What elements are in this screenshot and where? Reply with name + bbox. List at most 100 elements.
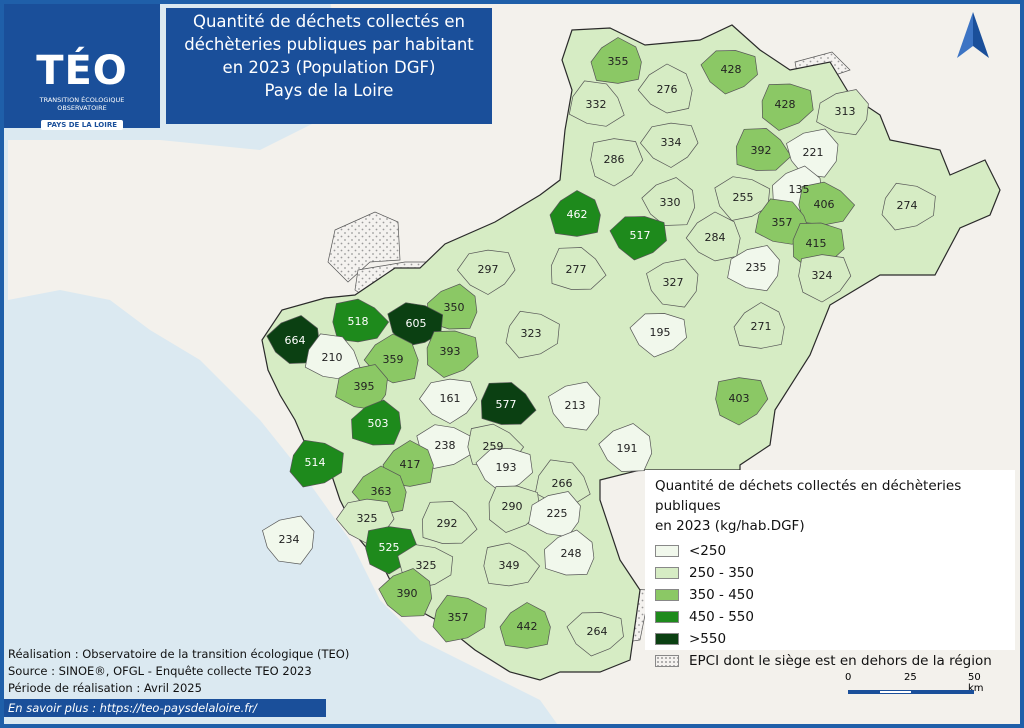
epci-value-label: 357	[772, 216, 793, 229]
epci-polygon	[590, 37, 642, 84]
epci-value-label: 277	[566, 263, 587, 276]
epci-value-label: 503	[368, 417, 389, 430]
epci-value-label: 355	[608, 55, 629, 68]
epci-polygon	[714, 176, 771, 221]
epci-value-label: 286	[604, 153, 625, 166]
logo-sub-1: TRANSITION ÉCOLOGIQUE	[39, 96, 125, 104]
epci-polygon	[544, 529, 595, 576]
epci-polygon	[629, 313, 687, 358]
epci-value-label: 274	[897, 199, 918, 212]
epci-polygon	[549, 190, 601, 237]
epci-polygon	[566, 612, 624, 657]
epci-polygon	[715, 377, 769, 426]
scale-label-0: 0	[845, 672, 852, 683]
title-line-4: Pays de la Loire	[264, 81, 394, 100]
scale-label-50: 50 km	[968, 672, 984, 694]
epci-value-label: 297	[478, 263, 499, 276]
epci-value-label: 213	[565, 399, 586, 412]
epci-polygon	[798, 181, 856, 226]
epci-polygon	[418, 378, 478, 424]
legend-row: 350 - 450	[655, 584, 1005, 606]
logo-sub-2: OBSERVATOIRE	[57, 104, 107, 112]
epci-polygon	[735, 128, 792, 171]
epci-value-labels: 355 428 332 276 428 313 334 392 221 286 135 255 406 3…	[279, 55, 918, 638]
epci-polygons	[262, 37, 936, 657]
epci-value-label: 193	[496, 461, 517, 474]
epci-polygon	[550, 247, 607, 290]
scale-bar: 0 25 50 km	[836, 672, 996, 712]
epci-value-label: 350	[444, 301, 465, 314]
epci-value-label: 517	[630, 229, 651, 242]
legend-label: >550	[689, 631, 727, 647]
epci-polygon	[881, 182, 936, 231]
epci-value-label: 191	[617, 442, 638, 455]
more-info-link[interactable]: En savoir plus : https://teo-paysdelaloi…	[4, 699, 326, 717]
epci-value-label: 276	[657, 83, 678, 96]
epci-value-label: 325	[416, 559, 437, 572]
logo-word: TÉO	[36, 48, 128, 94]
map-title: Quantité de déchets collectés en déchète…	[166, 8, 492, 124]
credit-source: Source : SINOE®, OFGL - Enquête collecte…	[8, 664, 312, 678]
epci-value-label: 234	[279, 533, 300, 546]
epci-value-label: 577	[496, 398, 517, 411]
epci-value-label: 605	[406, 317, 427, 330]
title-line-2: déchèteries publiques par habitant	[184, 35, 474, 54]
epci-polygon	[289, 439, 344, 488]
epci-value-label: 357	[448, 611, 469, 624]
epci-polygon	[700, 50, 758, 95]
legend-label: 450 - 550	[689, 609, 754, 625]
epci-polygon	[488, 485, 541, 533]
title-line-3: en 2023 (Population DGF)	[222, 58, 436, 77]
epci-polygon	[499, 602, 551, 649]
epci-polygon	[266, 315, 321, 364]
epci-polygon	[548, 381, 601, 431]
epci-polygon	[590, 138, 644, 187]
epci-polygon	[505, 310, 560, 359]
epci-value-label: 525	[379, 541, 400, 554]
epci-polygon	[816, 89, 869, 136]
epci-value-label: 235	[746, 261, 767, 274]
epci-value-label: 462	[567, 208, 588, 221]
epci-polygon	[387, 302, 444, 347]
epci-value-label: 210	[322, 351, 343, 364]
epci-value-label: 363	[371, 485, 392, 498]
epci-value-label: 264	[587, 625, 608, 638]
legend-swatch	[655, 611, 679, 623]
credit-author: Réalisation : Observatoire de la transit…	[8, 647, 350, 661]
logo-subtitle: TRANSITION ÉCOLOGIQUE OBSERVATOIRE	[4, 96, 160, 112]
legend-title-2: en 2023 (kg/hab.DGF)	[655, 518, 805, 534]
epci-polygon	[733, 302, 785, 349]
epci-polygon	[351, 399, 402, 446]
epci-value-label: 259	[483, 440, 504, 453]
epci-polygon	[685, 211, 741, 262]
epci-polygon	[598, 423, 653, 472]
scale-bar-graphic	[848, 690, 974, 694]
epci-value-label: 332	[586, 98, 607, 111]
epci-polygon	[262, 515, 315, 565]
epci-value-label: 334	[661, 136, 682, 149]
epci-polygon	[456, 249, 516, 295]
epci-value-label: 266	[552, 477, 573, 490]
epci-polygon	[761, 83, 814, 131]
epci-value-label: 325	[357, 512, 378, 525]
epci-polygon	[639, 122, 699, 168]
epci-value-label: 327	[663, 276, 684, 289]
legend: Quantité de déchets collectés en déchète…	[645, 470, 1015, 669]
legend-label: 250 - 350	[689, 565, 754, 581]
epci-polygon	[304, 333, 361, 380]
epci-value-label: 248	[561, 547, 582, 560]
epci-value-label: 225	[547, 507, 568, 520]
epci-value-label: 359	[383, 353, 404, 366]
epci-polygon	[378, 568, 433, 617]
epci-value-label: 255	[733, 191, 754, 204]
epci-value-label: 390	[397, 587, 418, 600]
credit-date: Période de réalisation : Avril 2025	[8, 681, 202, 695]
epci-value-label: 392	[751, 144, 772, 157]
epci-polygon	[646, 258, 699, 308]
epci-polygon	[528, 491, 581, 538]
epci-value-label: 428	[775, 98, 796, 111]
outside-region-epci	[327, 211, 401, 283]
epci-value-label: 406	[814, 198, 835, 211]
teo-logo: TÉO TRANSITION ÉCOLOGIQUE OBSERVATOIRE P…	[4, 4, 160, 130]
epci-value-label: 271	[751, 320, 772, 333]
